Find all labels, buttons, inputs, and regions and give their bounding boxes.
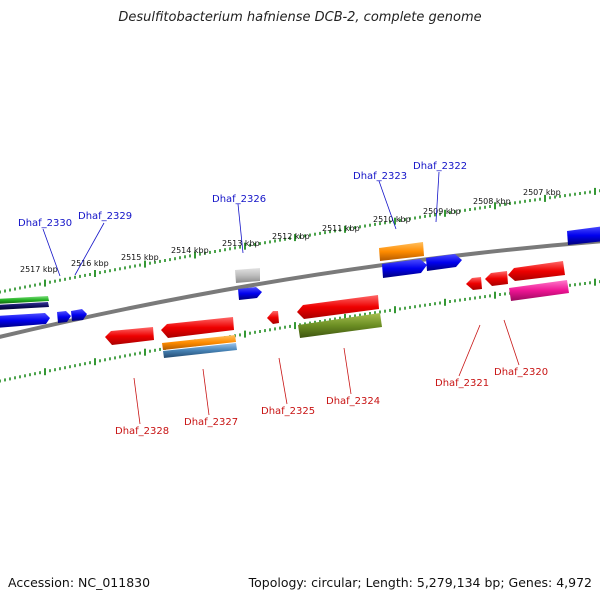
gene-label-reverse[interactable]: Dhaf_2328 bbox=[115, 426, 169, 437]
gene-arrow[interactable] bbox=[267, 311, 279, 324]
gene-label-reverse[interactable]: Dhaf_2325 bbox=[261, 406, 315, 417]
gene-label-reverse[interactable]: Dhaf_2320 bbox=[494, 367, 548, 378]
gene-arrow[interactable] bbox=[466, 277, 482, 290]
gene-arrow[interactable] bbox=[426, 254, 462, 271]
leader-line bbox=[503, 319, 520, 366]
gene-label-forward[interactable]: Dhaf_2329 bbox=[78, 211, 132, 222]
genome-title: Desulfitobacterium hafniense DCB-2, comp… bbox=[118, 10, 482, 25]
leader-line bbox=[458, 324, 481, 377]
kbp-label: 2512 kbp bbox=[272, 232, 310, 241]
gene-label-reverse[interactable]: Dhaf_2324 bbox=[326, 396, 380, 407]
gene-arrow[interactable] bbox=[235, 268, 260, 283]
leader-line bbox=[435, 171, 440, 223]
gene-arrow[interactable] bbox=[161, 317, 234, 338]
gene-arrow[interactable] bbox=[382, 259, 427, 278]
kbp-label: 2513 kbp bbox=[222, 239, 260, 248]
gene-arrow[interactable] bbox=[508, 261, 565, 281]
gene-arrow[interactable] bbox=[163, 343, 237, 358]
gene-label-forward[interactable]: Dhaf_2322 bbox=[413, 161, 467, 172]
kbp-label: 2511 kbp bbox=[322, 224, 360, 233]
leader-line bbox=[343, 347, 352, 395]
coordinate-ruler-forward bbox=[0, 187, 600, 294]
gene-arrow[interactable] bbox=[298, 313, 382, 338]
kbp-label: 2516 kbp bbox=[71, 259, 109, 268]
kbp-label: 2507 kbp bbox=[523, 188, 561, 197]
gene-arrow[interactable] bbox=[379, 242, 424, 261]
gene-arrow[interactable] bbox=[297, 295, 379, 319]
gene-arrow[interactable] bbox=[0, 313, 50, 328]
gene-arrow[interactable] bbox=[0, 302, 49, 310]
leader-line bbox=[278, 357, 288, 405]
kbp-label: 2514 kbp bbox=[171, 246, 209, 255]
genome-summary-text: Topology: circular; Length: 5,279,134 bp… bbox=[248, 575, 592, 590]
label-leaders bbox=[42, 171, 520, 425]
gene-label-reverse[interactable]: Dhaf_2321 bbox=[435, 378, 489, 389]
gene-arrow[interactable] bbox=[238, 287, 262, 300]
gene-arrow[interactable] bbox=[105, 327, 154, 345]
gene-arrow[interactable] bbox=[57, 311, 71, 323]
leader-line bbox=[378, 180, 397, 230]
gene-label-forward[interactable]: Dhaf_2326 bbox=[212, 194, 266, 205]
gene-arrow[interactable] bbox=[509, 280, 569, 301]
kbp-label: 2509 kbp bbox=[423, 207, 461, 216]
kbp-label: 2508 kbp bbox=[473, 197, 511, 206]
gene-arrow[interactable] bbox=[567, 226, 600, 245]
kbp-label: 2510 kbp bbox=[373, 215, 411, 224]
gene-label-forward[interactable]: Dhaf_2330 bbox=[18, 218, 72, 229]
gene-label-forward[interactable]: Dhaf_2323 bbox=[353, 171, 407, 182]
reverse-genes bbox=[105, 261, 569, 358]
leader-line bbox=[42, 228, 61, 277]
kbp-label: 2517 kbp bbox=[20, 265, 58, 274]
forward-genes bbox=[0, 226, 600, 328]
gene-arrow[interactable] bbox=[71, 309, 87, 321]
kbp-labels: 2517 kbp 2516 kbp 2515 kbp 2514 kbp 2513… bbox=[20, 188, 561, 274]
reverse-gene-labels: Dhaf_2328 Dhaf_2327 Dhaf_2325 Dhaf_2324 … bbox=[115, 367, 548, 437]
leader-line bbox=[202, 368, 210, 416]
kbp-label: 2515 kbp bbox=[121, 253, 159, 262]
gene-arrow[interactable] bbox=[0, 296, 49, 304]
leader-line bbox=[237, 203, 244, 254]
gene-arrow[interactable] bbox=[485, 271, 508, 286]
accession-text: Accession: NC_011830 bbox=[8, 575, 151, 590]
gene-arrow[interactable] bbox=[162, 335, 236, 350]
gene-label-reverse[interactable]: Dhaf_2327 bbox=[184, 417, 238, 428]
forward-gene-labels: Dhaf_2330 Dhaf_2329 Dhaf_2326 Dhaf_2323 … bbox=[18, 161, 467, 229]
leader-line bbox=[133, 377, 141, 425]
leader-line bbox=[74, 222, 105, 276]
